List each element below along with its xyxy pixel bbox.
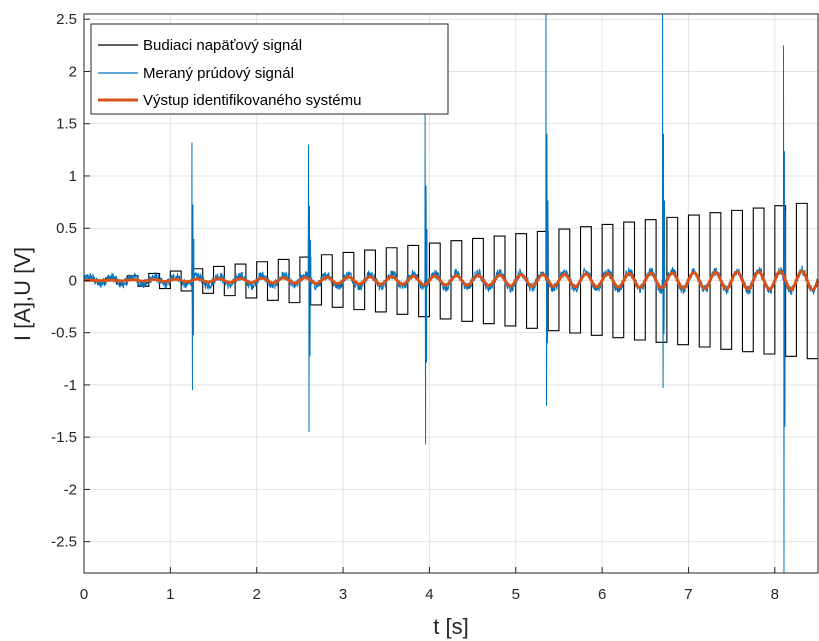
legend-label-budiaci: Budiaci napäťový signál bbox=[143, 37, 302, 54]
y-tick-label: -0.5 bbox=[51, 325, 77, 342]
x-tick-label: 8 bbox=[771, 586, 779, 603]
legend-box bbox=[90, 23, 449, 115]
x-tick-label: 7 bbox=[684, 586, 692, 603]
y-tick-label: -2.5 bbox=[51, 534, 77, 551]
x-tick-label: 0 bbox=[80, 586, 88, 603]
legend: Budiaci napäťový signál Meraný prúdový s… bbox=[90, 23, 449, 115]
x-tick-label: 3 bbox=[339, 586, 347, 603]
y-tick-label: 0.5 bbox=[56, 220, 77, 237]
y-tick-label: 2 bbox=[69, 63, 77, 80]
x-tick-label: 5 bbox=[512, 586, 520, 603]
y-axis-label: I [A],U [V] bbox=[10, 247, 35, 341]
series-vystup-systemu bbox=[84, 269, 819, 292]
x-tick-label: 4 bbox=[425, 586, 433, 603]
x-tick-label: 2 bbox=[253, 586, 261, 603]
y-tick-label: 1.5 bbox=[56, 116, 77, 133]
y-tick-label: 1 bbox=[69, 168, 77, 185]
y-ticks: 2.5 2 1.5 1 0.5 0 -0.5 -1 -1.5 -2 -2.5 bbox=[51, 11, 90, 551]
x-tick-label: 1 bbox=[166, 586, 174, 603]
legend-label-vystup: Výstup identifikovaného systému bbox=[143, 92, 361, 109]
series-line-vystup bbox=[84, 269, 819, 292]
legend-label-merany: Meraný prúdový signál bbox=[143, 65, 294, 82]
plot-frame bbox=[83, 13, 819, 574]
y-tick-label: 0 bbox=[69, 272, 77, 289]
y-tick-label: -1 bbox=[64, 377, 77, 394]
y-tick-label: 2.5 bbox=[56, 11, 77, 28]
x-ticks: 0 1 2 3 4 5 6 7 8 bbox=[80, 567, 779, 603]
y-tick-label: -2 bbox=[64, 481, 77, 498]
y-tick-label: -1.5 bbox=[51, 429, 77, 446]
x-tick-label: 6 bbox=[598, 586, 606, 603]
x-axis-label: t [s] bbox=[433, 614, 468, 639]
